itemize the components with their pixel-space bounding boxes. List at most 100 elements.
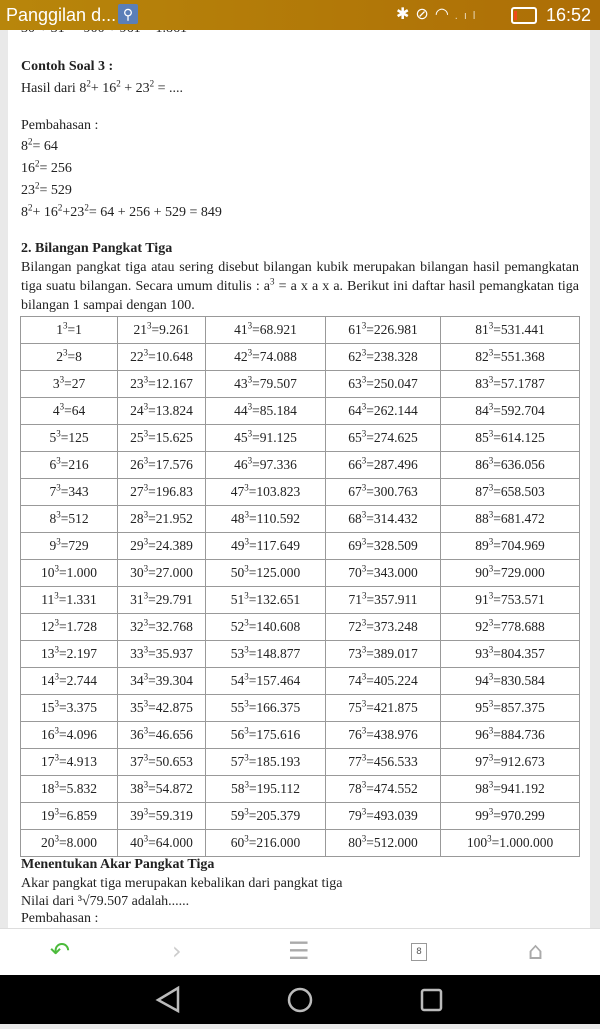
cell-base: 69 xyxy=(348,538,362,553)
table-cell: 383=54.872 xyxy=(117,775,206,803)
table-cell: 173=4.913 xyxy=(20,748,118,776)
table-cell: 433=79.507 xyxy=(205,370,326,398)
cell-exp: 3 xyxy=(488,509,494,520)
cell-exp: 3 xyxy=(143,563,149,574)
cell-exp: 3 xyxy=(143,806,149,817)
cell-exp: 3 xyxy=(244,806,249,817)
cell-exp: 3 xyxy=(143,617,149,628)
cell-base: 21 xyxy=(133,322,148,337)
cell-base: 4 xyxy=(52,403,60,418)
cell-value: 57.1787 xyxy=(500,376,545,391)
cell-base: 28 xyxy=(130,511,144,526)
nav-home-icon[interactable] xyxy=(287,987,313,1013)
table-row: 113=1.331 313=29.791 513=132.651 713=357.91… xyxy=(20,586,580,614)
cell-value: 12.167 xyxy=(155,376,193,391)
back-icon[interactable]: ↶ xyxy=(50,937,71,965)
cell-value: 238.328 xyxy=(373,349,418,364)
text: = 64 xyxy=(32,139,58,154)
cell-exp: 3 xyxy=(143,428,149,439)
cell-exp: 3 xyxy=(244,617,249,628)
cell-exp: 3 xyxy=(488,806,494,817)
cell-exp: 3 xyxy=(56,455,61,466)
cell-value: 531.441 xyxy=(500,322,545,337)
cell-value: 216 xyxy=(68,457,89,472)
table-cell: 193=6.859 xyxy=(20,802,118,830)
table-cell: 763=438.976 xyxy=(325,721,441,749)
search-icon[interactable]: ⚲ xyxy=(118,4,138,24)
cell-exp: 3 xyxy=(488,590,494,601)
cell-exp: 3 xyxy=(54,563,60,574)
text: + 16 xyxy=(32,205,58,220)
text: = 64 + 256 + 529 = 849 xyxy=(88,205,222,220)
forward-icon[interactable]: › xyxy=(172,937,182,965)
cell-value: 658.503 xyxy=(500,484,545,499)
cell-exp: 3 xyxy=(247,455,253,466)
cell-exp: 3 xyxy=(247,347,253,358)
cell-exp: 3 xyxy=(362,590,367,601)
cell-exp: 3 xyxy=(244,671,249,682)
cell-base: 35 xyxy=(130,700,144,715)
table-cell: 293=24.389 xyxy=(117,532,206,560)
cell-exp: 3 xyxy=(62,347,68,358)
table-row: 163=4.096 363=46.656 563=175.616 763=438.97… xyxy=(20,721,580,749)
cell-base: 98 xyxy=(475,781,489,796)
table-cell: 353=42.875 xyxy=(117,694,206,722)
nav-back-icon[interactable] xyxy=(155,985,180,1014)
table-cell: 533=148.877 xyxy=(205,640,326,668)
cell-exp: 3 xyxy=(244,482,249,493)
table-cell: 903=729.000 xyxy=(440,559,580,587)
section-title: 2. Bilangan Pangkat Tiga xyxy=(21,241,173,256)
cell-value: 287.496 xyxy=(373,457,418,472)
table-cell: 83=512 xyxy=(20,505,118,533)
cell-value: 830.584 xyxy=(500,673,545,688)
nav-recent-icon[interactable] xyxy=(420,988,443,1012)
app-title: Panggilan d... xyxy=(6,5,117,25)
table-cell: 633=250.047 xyxy=(325,370,441,398)
cell-exp: 3 xyxy=(361,509,367,520)
cell-base: 51 xyxy=(230,592,245,607)
cell-value: 373.248 xyxy=(373,619,418,634)
cell-exp: 3 xyxy=(54,671,60,682)
cell-value: 39.304 xyxy=(155,673,193,688)
cell-exp: 3 xyxy=(54,590,59,601)
cell-exp: 3 xyxy=(54,806,60,817)
cell-base: 66 xyxy=(348,457,362,472)
cell-value: 941.192 xyxy=(500,781,545,796)
cell-base: 37 xyxy=(130,754,144,769)
cell-value: 274.625 xyxy=(373,430,418,445)
table-row: 33=27 233=12.167 433=79.507 633=250.047 833=… xyxy=(20,370,580,398)
table-cell: 403=64.000 xyxy=(117,829,206,857)
cell-base: 68 xyxy=(348,511,362,526)
cell-exp: 3 xyxy=(361,563,367,574)
table-cell: 323=32.768 xyxy=(117,613,206,641)
cell-exp: 3 xyxy=(488,698,494,709)
table-cell: 603=216.000 xyxy=(205,829,326,857)
table-cell: 493=117.649 xyxy=(205,532,326,560)
table-cell: 613=226.981 xyxy=(325,316,441,344)
table-cell: 233=12.167 xyxy=(117,370,206,398)
table-cell: 703=343.000 xyxy=(325,559,441,587)
cell-value: 3.375 xyxy=(66,700,97,715)
table-row: 63=216 263=17.576 463=97.336 663=287.496 863… xyxy=(20,451,580,479)
cell-value: 474.552 xyxy=(373,781,418,796)
cell-base: 19 xyxy=(41,808,55,823)
exp: 2 xyxy=(35,180,40,191)
table-cell: 663=287.496 xyxy=(325,451,441,479)
cell-base: 93 xyxy=(475,646,489,661)
cell-value: 79.507 xyxy=(259,376,297,391)
cell-value: 157.464 xyxy=(256,673,301,688)
exp: 2 xyxy=(86,78,91,89)
table-cell: 333=35.937 xyxy=(117,640,206,668)
tabs-button[interactable]: 8 xyxy=(411,943,427,961)
cell-exp: 3 xyxy=(54,833,60,844)
cell-exp: 3 xyxy=(488,725,494,736)
table-cell: 143=2.744 xyxy=(20,667,118,695)
table-cell: 13=1 xyxy=(20,316,118,344)
menu-icon[interactable]: ☰ xyxy=(288,937,310,965)
table-cell: 933=804.357 xyxy=(440,640,580,668)
cell-base: 34 xyxy=(130,673,144,688)
cell-exp: 3 xyxy=(143,509,149,520)
cell-value: 704.969 xyxy=(500,538,545,553)
table-cell: 993=970.299 xyxy=(440,802,580,830)
home-icon[interactable]: ⌂ xyxy=(528,937,544,965)
